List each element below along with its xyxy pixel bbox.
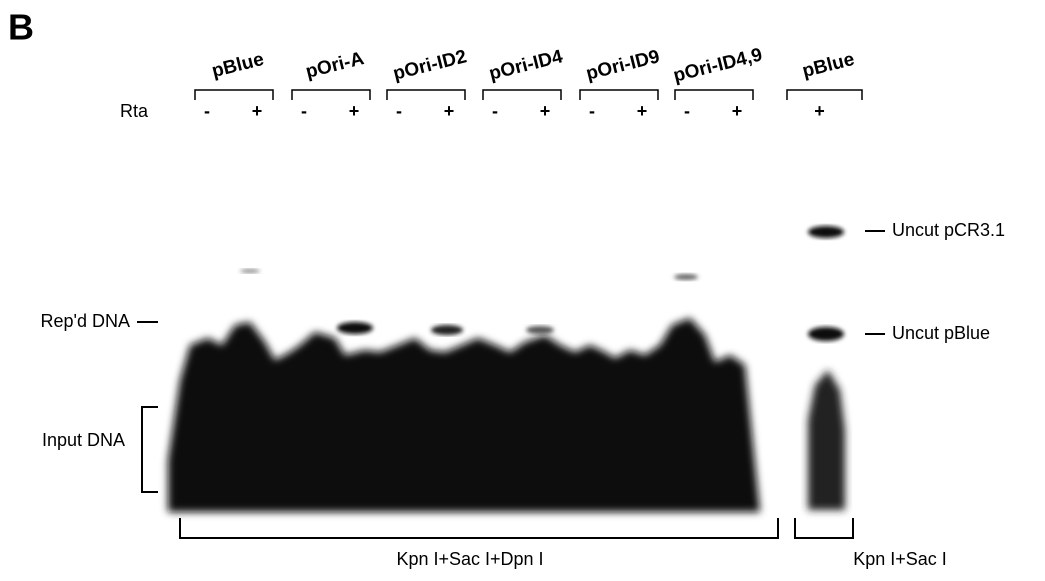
bracket	[386, 89, 466, 100]
group-label: pOri-ID4,9	[671, 44, 764, 86]
rta-sign: -	[204, 101, 210, 121]
rta-sign: -	[492, 101, 498, 121]
rta-sign: +	[732, 101, 743, 121]
group-label: pBlue	[210, 49, 266, 82]
bracket	[482, 89, 562, 100]
group-label: pOri-ID9	[584, 46, 662, 85]
group-label: pBlue	[800, 49, 856, 82]
lane-groups: pBlue- +pOri-A- +pOri-ID2- +pOri-ID4- +pOri-…	[194, 44, 863, 121]
gel	[168, 226, 845, 512]
rta-sign: -	[589, 101, 595, 121]
row-label: Rta	[120, 101, 149, 121]
bracket	[674, 89, 754, 100]
left-label: Input DNA	[42, 430, 125, 450]
rta-sign: +	[444, 101, 455, 121]
bracket	[786, 89, 863, 100]
panel-label: B	[8, 7, 34, 48]
bracket	[179, 518, 779, 539]
rta-sign: +	[252, 101, 263, 121]
bracket	[579, 89, 659, 100]
rta-sign: +	[540, 101, 551, 121]
rta-sign: +	[637, 101, 648, 121]
rta-sign: -	[396, 101, 402, 121]
rta-sign: +	[814, 101, 825, 121]
group-label: pOri-A	[304, 48, 367, 83]
bracket	[291, 89, 371, 100]
bracket	[794, 518, 854, 539]
digest-label: Kpn I+Sac I	[853, 549, 947, 569]
left-label: Rep'd DNA	[41, 311, 130, 331]
group-label: pOri-ID4	[487, 46, 565, 85]
bracket	[194, 89, 274, 100]
rta-sign: -	[684, 101, 690, 121]
right-label: Uncut pCR3.1	[892, 220, 1005, 240]
right-label: Uncut pBlue	[892, 323, 990, 343]
group-label: pOri-ID2	[391, 46, 469, 85]
rta-sign: -	[301, 101, 307, 121]
rta-sign: +	[349, 101, 360, 121]
bracket	[141, 406, 158, 493]
digest-label: Kpn I+Sac I+Dpn I	[396, 549, 543, 569]
